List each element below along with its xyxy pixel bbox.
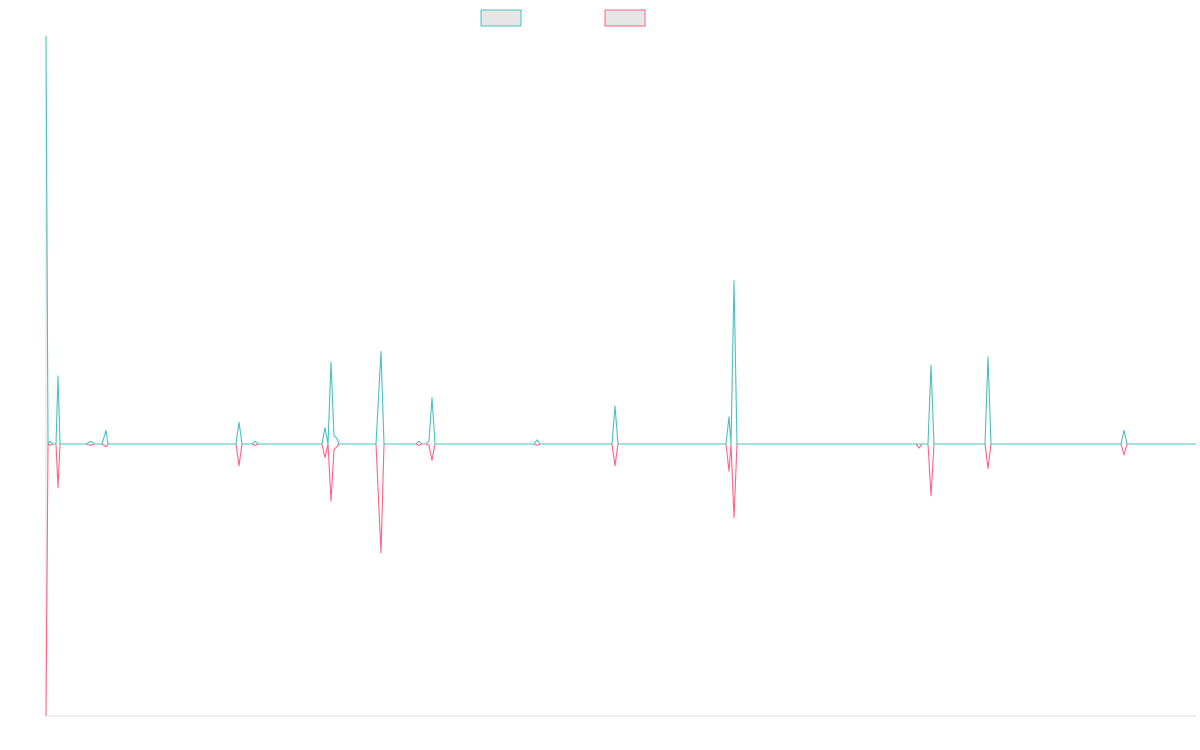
- legend: [480, 9, 646, 27]
- legend-swatch-series-b[interactable]: [604, 9, 646, 27]
- series-line-a[interactable]: [45, 35, 1196, 445]
- legend-item-series-a[interactable]: [480, 9, 522, 27]
- legend-item-series-b[interactable]: [604, 9, 646, 27]
- series-line-b[interactable]: [45, 443, 1196, 717]
- legend-swatch-series-a[interactable]: [480, 9, 522, 27]
- plot-area: [45, 35, 1196, 717]
